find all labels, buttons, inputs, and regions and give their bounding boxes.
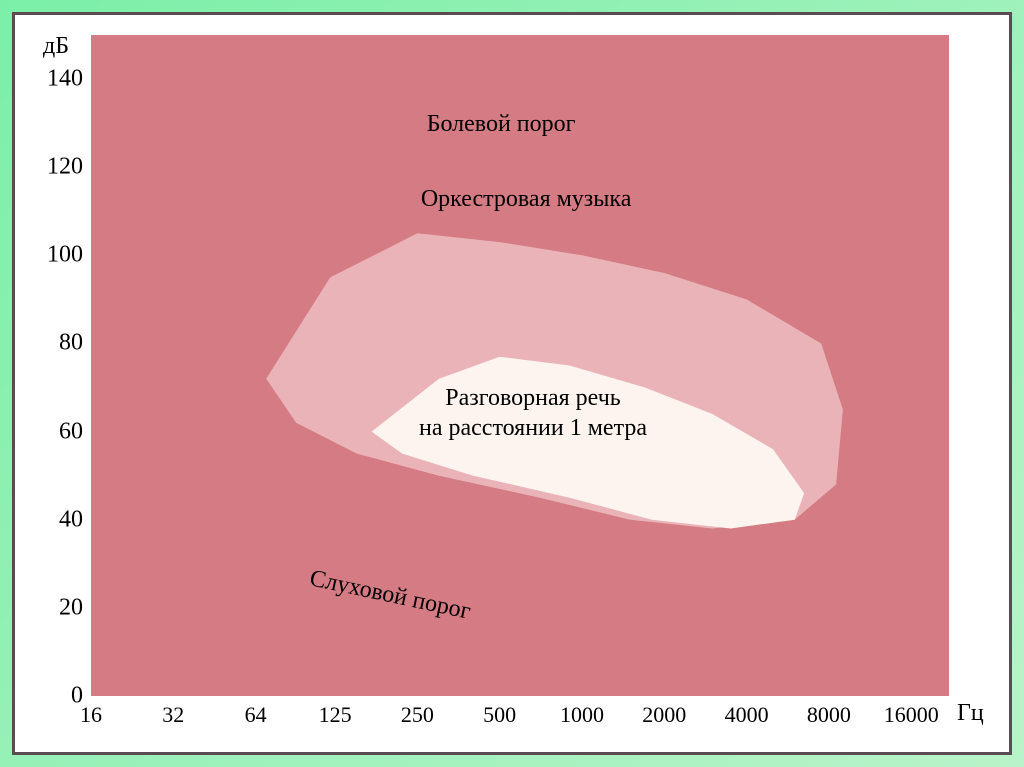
- y-axis-unit: дБ: [43, 33, 69, 60]
- x-tick: 8000: [807, 702, 851, 728]
- y-tick: 120: [33, 154, 83, 181]
- label-speech-l1: Разговорная речь: [445, 385, 621, 411]
- x-tick: 500: [483, 702, 516, 728]
- x-tick: 1000: [560, 702, 604, 728]
- x-tick: 32: [162, 702, 184, 728]
- y-tick: 40: [33, 506, 83, 533]
- y-tick: 100: [33, 242, 83, 269]
- x-axis-unit: Гц: [957, 700, 984, 727]
- x-tick: 250: [401, 702, 434, 728]
- outer-frame: дБ Гц 0 20 40 60 80 100 120 140 16 32 64 125 250 500…: [0, 0, 1024, 767]
- y-tick: 0: [33, 683, 83, 710]
- y-tick: 80: [33, 330, 83, 357]
- x-tick: 16000: [884, 702, 939, 728]
- x-tick: 16: [80, 702, 102, 728]
- x-tick: 4000: [725, 702, 769, 728]
- x-tick: 125: [319, 702, 352, 728]
- x-tick: 64: [245, 702, 267, 728]
- label-speech-l2: на расстоянии 1 метра: [419, 415, 647, 441]
- label-pain-threshold: Болевой порог: [427, 111, 576, 138]
- chart-frame: дБ Гц 0 20 40 60 80 100 120 140 16 32 64 125 250 500…: [12, 12, 1012, 755]
- x-tick: 2000: [642, 702, 686, 728]
- y-tick: 140: [33, 66, 83, 93]
- label-orchestra: Оркестровая музыка: [421, 186, 632, 213]
- y-tick: 60: [33, 418, 83, 445]
- label-speech: Разговорная речь на расстоянии 1 метра: [419, 383, 647, 443]
- y-tick: 20: [33, 594, 83, 621]
